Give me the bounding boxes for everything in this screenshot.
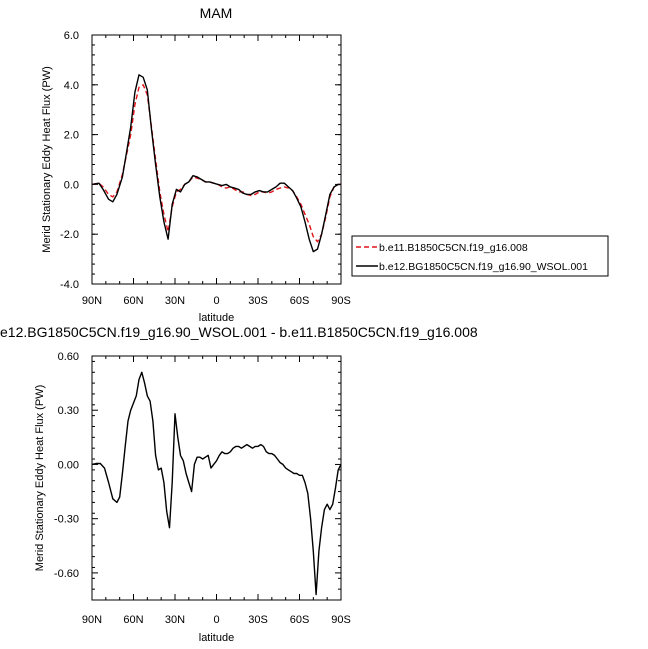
legend-box — [351, 235, 609, 277]
chart-title: b.e12.BG1850C5CN.f19_g16.90_WSOL.001 - b… — [0, 324, 478, 340]
top-panel: MAM 90N 60N 30N 0 30S 60S 90S -4.0 -2.0 0.0 2.0 4.0 6… — [41, 5, 609, 324]
x-tick-label: 0 — [213, 614, 219, 626]
y-tick-label: 0.00 — [58, 459, 79, 471]
y-tick-label: 0.60 — [58, 351, 79, 363]
x-axis-label: latitude — [199, 312, 234, 324]
y-tick-label: -0.30 — [54, 514, 79, 526]
x-tick-label: 30N — [165, 295, 185, 307]
y-tick-label: 0.30 — [58, 405, 79, 417]
y-axis-label: Merid Stationary Eddy Heat Flux (PW) — [41, 66, 53, 252]
x-tick-label: 60S — [290, 295, 310, 307]
y-axis-label: Merid Stationary Eddy Heat Flux (PW) — [34, 385, 46, 571]
series-line-1 — [91, 74, 341, 253]
y-tick-label: -2.0 — [60, 229, 79, 241]
x-tick-label: 60N — [123, 614, 143, 626]
legend-label: b.e12.BG1850C5CN.f19_g16.90_WSOL.001 — [379, 261, 588, 273]
y-tick-label: 0.0 — [64, 179, 79, 191]
x-tick-label: 30S — [248, 295, 268, 307]
x-tick-label: 90S — [331, 295, 351, 307]
x-tick-label: 90N — [82, 295, 102, 307]
plot-frame — [91, 34, 342, 285]
bottom-panel: b.e12.BG1850C5CN.f19_g16.90_WSOL.001 - b… — [0, 324, 478, 644]
x-tick-label: 90S — [331, 614, 351, 626]
chart-title: MAM — [200, 5, 233, 21]
x-tick-label: 60S — [290, 614, 310, 626]
series-line-0 — [91, 371, 342, 596]
x-tick-label: 30N — [165, 614, 185, 626]
x-tick-label: 90N — [82, 614, 102, 626]
x-axis-label: latitude — [199, 632, 234, 644]
x-tick-label: 0 — [213, 295, 219, 307]
x-tick-label: 30S — [248, 614, 268, 626]
x-tick-label: 60N — [123, 295, 143, 307]
legend-label: b.e11.B1850C5CN.f19_g16.008 — [379, 242, 528, 254]
y-tick-label: -4.0 — [60, 279, 79, 291]
y-tick-label: 6.0 — [64, 30, 79, 42]
y-tick-label: -0.60 — [54, 568, 79, 580]
y-tick-label: 2.0 — [64, 130, 79, 142]
y-tick-label: 4.0 — [64, 80, 79, 92]
